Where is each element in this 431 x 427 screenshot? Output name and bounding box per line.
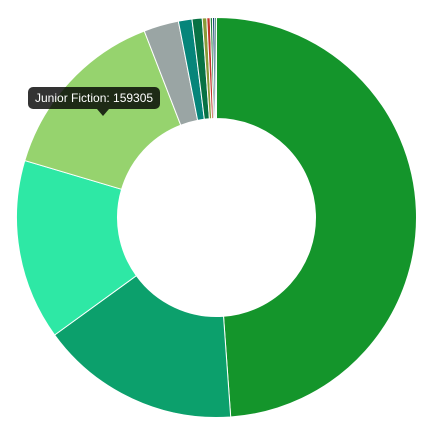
donut-slice-2[interactable] bbox=[53, 274, 232, 418]
donut-slice-1[interactable] bbox=[216, 16, 417, 418]
tooltip-caret bbox=[97, 109, 109, 116]
donut-slice-3[interactable] bbox=[16, 159, 138, 336]
donut-slice-12[interactable] bbox=[214, 16, 217, 120]
tooltip-text: Junior Fiction: 159305 bbox=[35, 91, 154, 105]
chart-tooltip: Junior Fiction: 159305 bbox=[28, 87, 161, 109]
